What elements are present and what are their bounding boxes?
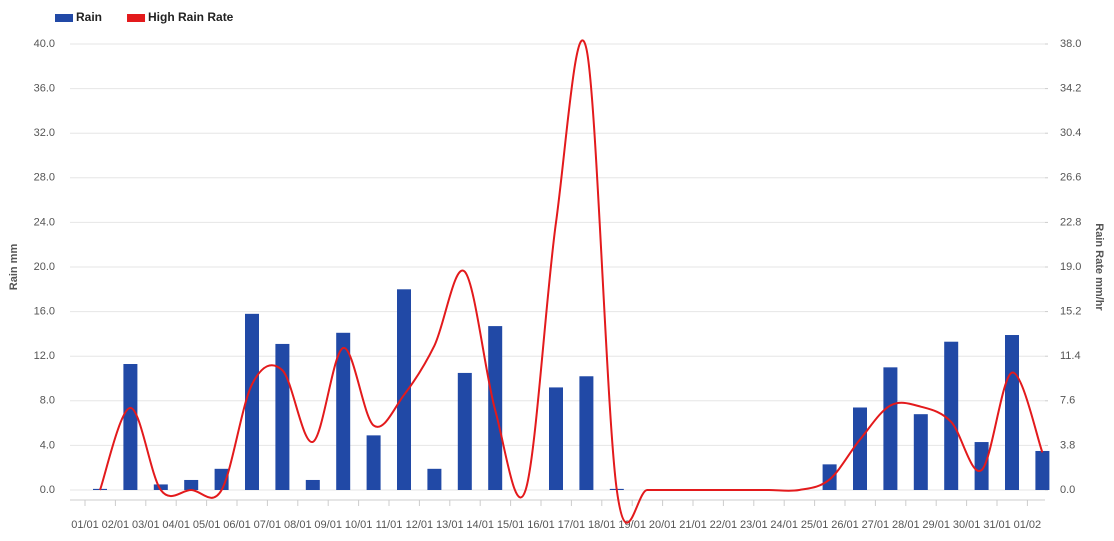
bar [245,313,259,490]
bar [883,367,898,490]
x-tick-label: 03/01 [132,519,160,531]
bar [214,468,229,490]
x-tick-label: 24/01 [770,519,798,531]
x-tick-label: 01/02 [1014,519,1042,531]
y-tick-label: 8.0 [40,395,55,407]
y2-tick-label: 0.0 [1060,484,1075,496]
y2-tick-label: 19.0 [1060,261,1081,273]
y-tick-label: 24.0 [34,216,55,228]
legend-swatch [127,14,146,22]
x-tick-label: 31/01 [983,519,1011,531]
legend-swatch [55,14,73,22]
y-tick-label: 36.0 [34,83,55,95]
x-tick-label: 04/01 [162,519,190,531]
x-tick-label: 14/01 [466,519,494,531]
x-tick-label: 08/01 [284,519,312,531]
bar [457,372,472,490]
y-tick-label: 20.0 [34,261,55,273]
legend-label: Rain [76,10,102,24]
bar [1005,335,1019,490]
bar [579,376,594,490]
bar [153,484,168,490]
x-tick-label: 11/01 [376,519,403,531]
bar [305,479,320,490]
y-tick-label: 16.0 [34,306,55,318]
x-tick-label: 13/01 [436,519,464,531]
x-tick-label: 25/01 [801,519,829,531]
bar [1035,450,1050,490]
bar [853,407,867,490]
bar [366,435,381,490]
x-tick-label: 07/01 [254,519,282,531]
bar [944,341,959,490]
bar [336,332,351,490]
y2-tick-label: 11.4 [1060,350,1081,362]
y2-tick-label: 26.6 [1060,172,1081,184]
y-tick-label: 40.0 [34,38,55,50]
bar [549,387,563,490]
x-tick-label: 17/01 [558,519,586,531]
bar [974,442,989,490]
x-tick-label: 19/01 [618,519,646,531]
x-tick-label: 26/01 [831,519,859,531]
y2-tick-label: 34.2 [1060,83,1081,95]
bar [913,414,928,490]
y2-axis-title: Rain Rate mm/hr [1093,223,1105,311]
x-tick-label: 27/01 [862,519,890,531]
x-tick-label: 16/01 [527,519,555,531]
x-tick-label: 29/01 [922,519,950,531]
y2-tick-label: 7.6 [1060,395,1075,407]
x-tick-label: 28/01 [892,519,920,531]
x-tick-label: 05/01 [193,519,221,531]
y2-tick-label: 3.8 [1060,439,1075,451]
y-tick-label: 32.0 [34,127,55,139]
x-tick-label: 09/01 [314,519,342,531]
x-tick-label: 10/01 [345,519,373,531]
bar [123,364,138,490]
bar [275,343,290,490]
x-tick-label: 23/01 [740,519,768,531]
bar [184,479,199,490]
y-axis-title: Rain mm [8,244,20,291]
x-tick-label: 21/01 [679,519,707,531]
legend-label: High Rain Rate [148,10,234,24]
x-tick-label: 02/01 [102,519,130,531]
x-tick-label: 30/01 [953,519,981,531]
x-tick-label: 22/01 [710,519,738,531]
line [99,39,1044,524]
x-tick-label: 15/01 [497,519,525,531]
y2-tick-label: 30.4 [1060,127,1081,139]
bar [397,289,411,490]
x-tick-label: 12/01 [406,519,434,531]
x-tick-label: 06/01 [223,519,251,531]
y2-tick-label: 15.2 [1060,306,1081,318]
y-tick-label: 0.0 [40,484,55,496]
x-tick-label: 20/01 [649,519,677,531]
y-tick-label: 28.0 [34,172,55,184]
x-tick-label: 18/01 [588,519,616,531]
x-tick-label: 01/01 [71,519,99,531]
y-tick-label: 4.0 [40,439,55,451]
y2-tick-label: 38.0 [1060,38,1081,50]
y2-tick-label: 22.8 [1060,216,1081,228]
y-tick-label: 12.0 [34,350,55,362]
bar [427,468,442,490]
bar [822,464,837,490]
